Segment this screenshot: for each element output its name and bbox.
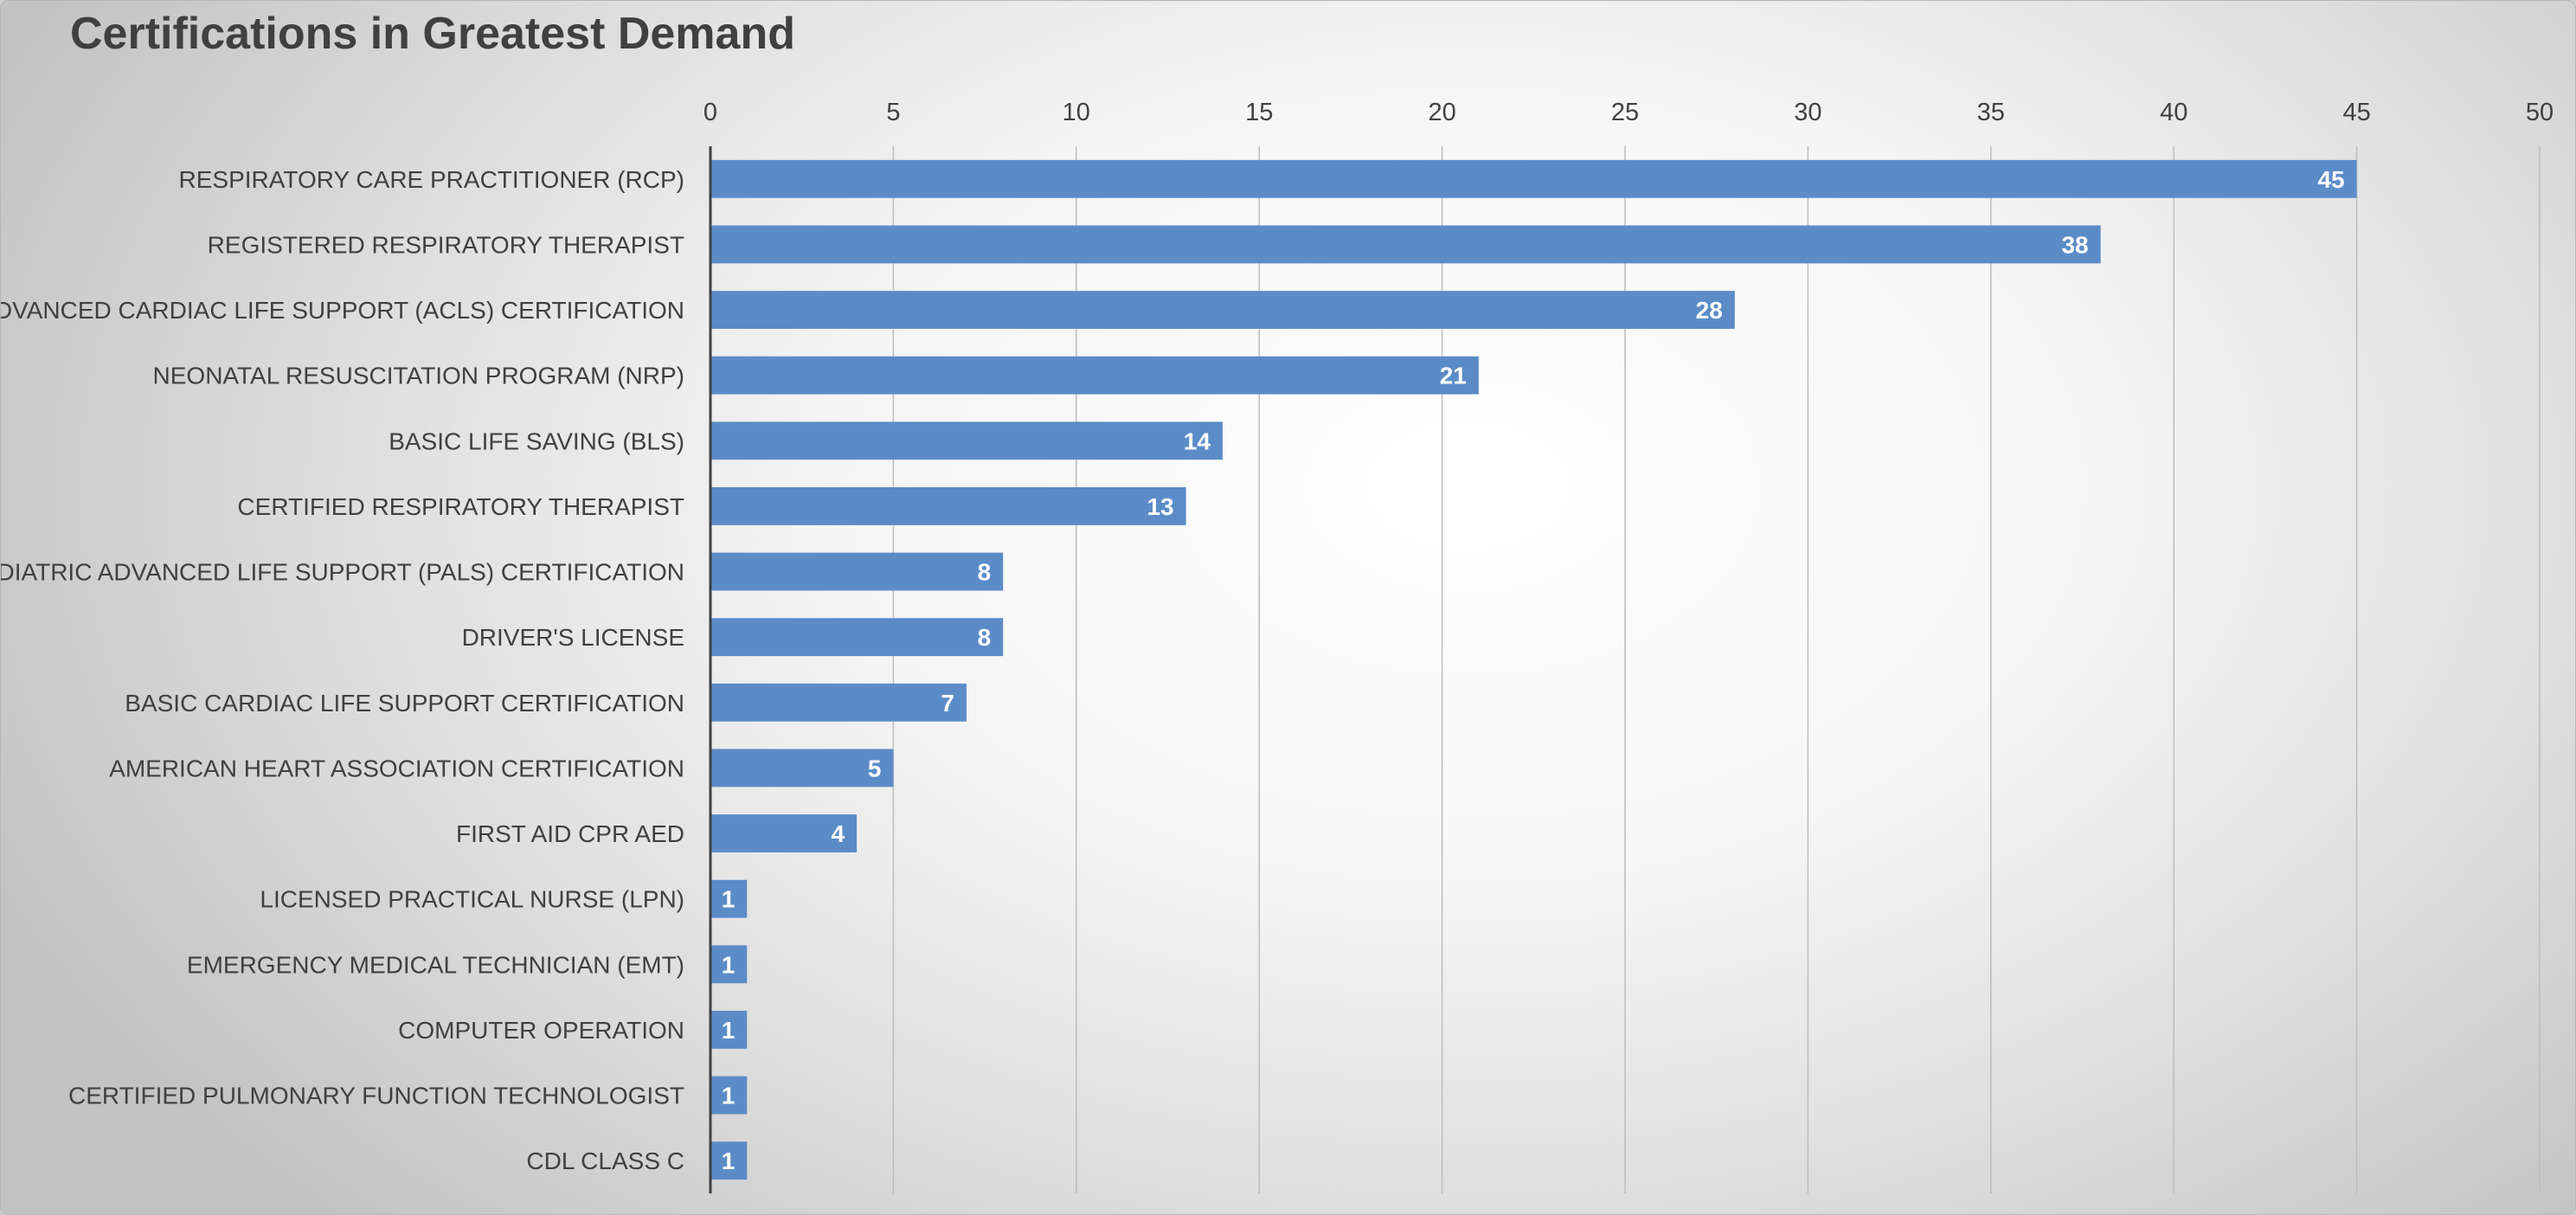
data-label: 1 xyxy=(722,951,736,978)
category-label: CERTIFIED PULMONARY FUNCTION TECHNOLOGIS… xyxy=(68,1083,684,1109)
chart-title: Certifications in Greatest Demand xyxy=(70,9,795,59)
data-label: 28 xyxy=(1696,297,1723,324)
bar xyxy=(710,225,2101,264)
data-label: 38 xyxy=(2061,231,2088,258)
category-label: BASIC LIFE SAVING (BLS) xyxy=(389,428,684,454)
category-label: ADVANCED CARDIAC LIFE SUPPORT (ACLS) CER… xyxy=(1,297,684,324)
bar xyxy=(710,356,1479,395)
category-label: REGISTERED RESPIRATORY THERAPIST xyxy=(208,231,684,258)
x-tick-label: 15 xyxy=(1245,99,1273,126)
category-label: AMERICAN HEART ASSOCIATION CERTIFICATION xyxy=(109,755,684,781)
data-label: 45 xyxy=(2317,166,2344,193)
x-tick-label: 10 xyxy=(1063,99,1090,126)
bar xyxy=(710,1011,748,1049)
data-label: 21 xyxy=(1440,363,1467,389)
category-label: NEONATAL RESUSCITATION PROGRAM (NRP) xyxy=(153,363,684,389)
category-label: CERTIFIED RESPIRATORY THERAPIST xyxy=(237,493,684,520)
category-label: EMERGENCY MEDICAL TECHNICIAN (EMT) xyxy=(187,951,684,978)
bar xyxy=(710,814,858,852)
category-label: FIRST AID CPR AED xyxy=(456,820,684,847)
data-label: 7 xyxy=(941,690,954,717)
category-label: RESPIRATORY CARE PRACTITIONER (RCP) xyxy=(179,166,684,193)
data-label: 1 xyxy=(722,1083,736,1109)
data-label: 8 xyxy=(978,559,992,586)
x-tick-label: 40 xyxy=(2160,99,2187,126)
x-tick-label: 35 xyxy=(1977,99,2005,126)
bars xyxy=(710,159,2357,1180)
x-tick-label: 25 xyxy=(1611,99,1639,126)
category-label: BASIC CARDIAC LIFE SUPPORT CERTIFICATION xyxy=(125,690,684,717)
bar xyxy=(710,879,748,918)
category-label: COMPUTER OPERATION xyxy=(398,1017,684,1044)
bar xyxy=(710,945,748,984)
x-tick-label: 30 xyxy=(1794,99,1821,126)
bar xyxy=(710,487,1186,525)
x-tick-label: 5 xyxy=(886,99,900,126)
data-label: 1 xyxy=(722,1148,736,1174)
bar xyxy=(710,421,1223,460)
bar xyxy=(710,683,967,722)
category-label: PEDIATRIC ADVANCED LIFE SUPPORT (PALS) C… xyxy=(1,559,684,586)
data-label: 1 xyxy=(722,1017,736,1044)
x-tick-label: 0 xyxy=(703,99,717,126)
bar xyxy=(710,1141,748,1180)
category-label: CDL CLASS C xyxy=(526,1148,684,1174)
data-label: 5 xyxy=(868,755,882,781)
bar xyxy=(710,291,1735,329)
bar xyxy=(710,618,1004,657)
category-label: LICENSED PRACTICAL NURSE (LPN) xyxy=(260,886,684,913)
data-label: 8 xyxy=(978,624,992,651)
x-tick-label: 45 xyxy=(2342,99,2370,126)
category-label: DRIVER'S LICENSE xyxy=(462,624,684,651)
data-label: 4 xyxy=(832,820,845,847)
bar xyxy=(710,1076,748,1115)
x-tick-label: 50 xyxy=(2526,99,2554,126)
bar xyxy=(710,552,1004,591)
bar xyxy=(710,159,2357,198)
data-label: 13 xyxy=(1147,493,1173,520)
data-label: 1 xyxy=(722,886,736,913)
data-label: 14 xyxy=(1184,428,1211,454)
x-tick-label: 20 xyxy=(1428,99,1455,126)
bar xyxy=(710,749,894,788)
